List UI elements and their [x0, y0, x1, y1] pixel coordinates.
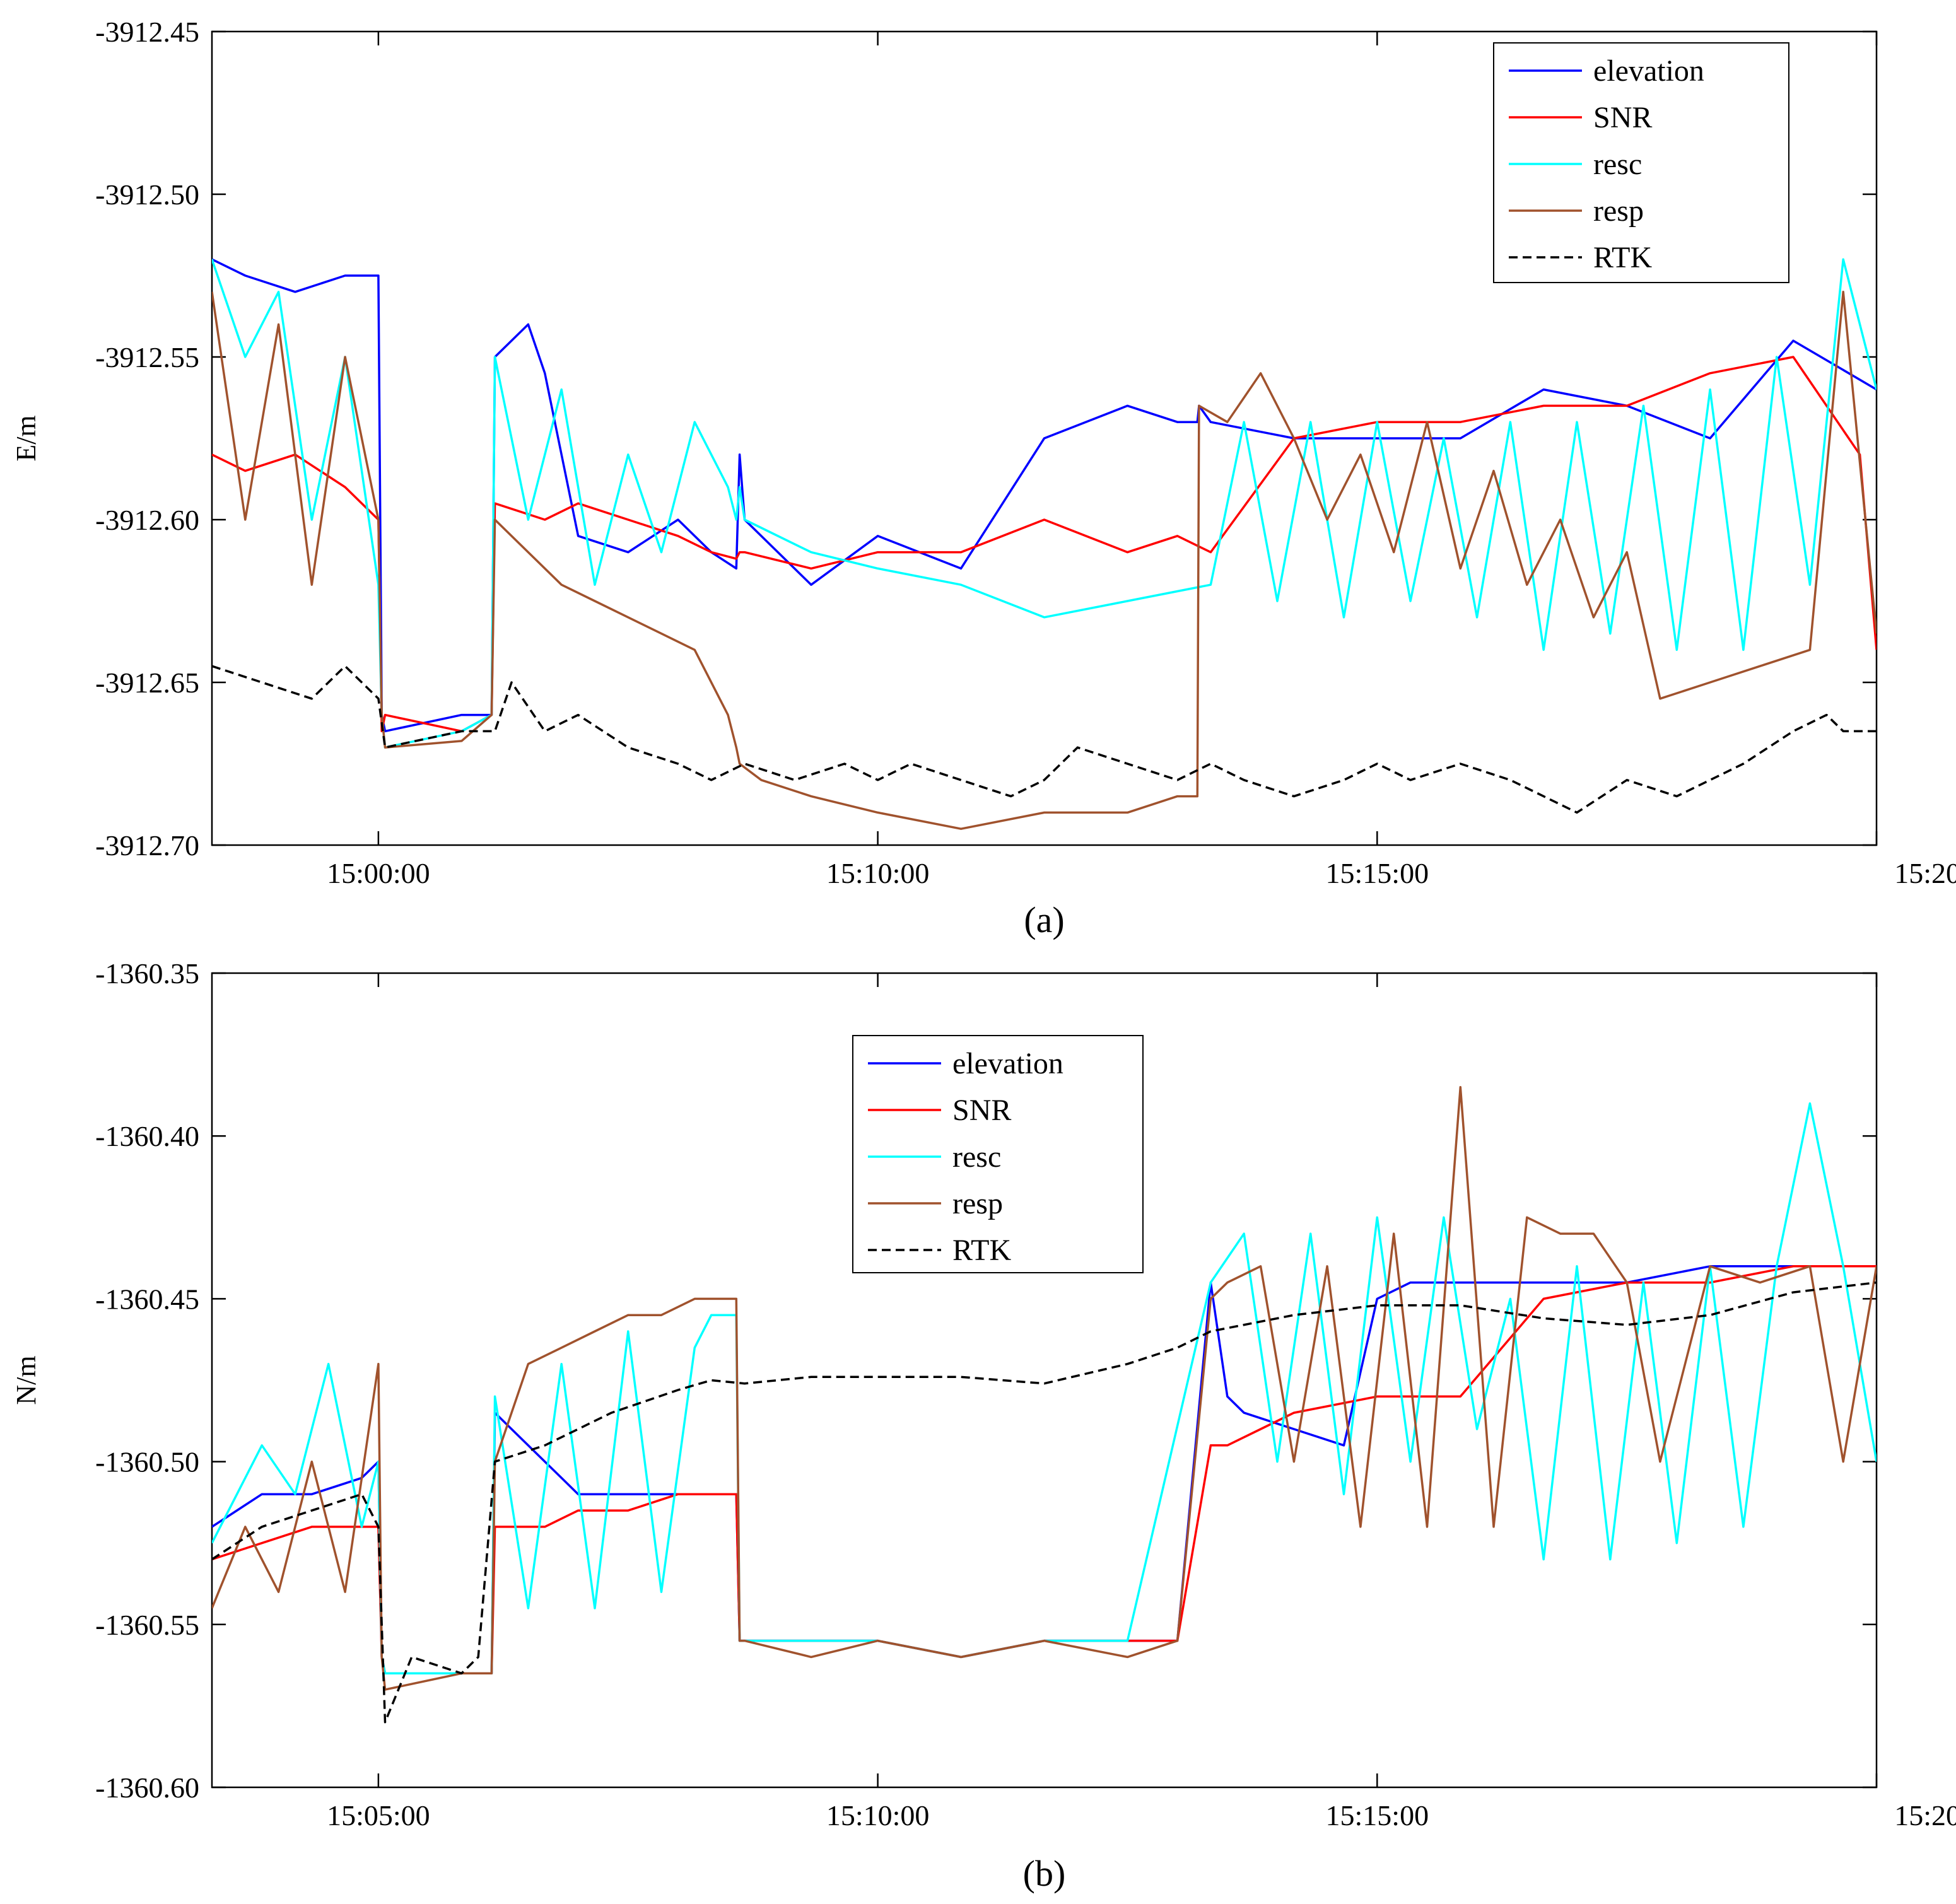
x-tick-label: 15:10:00	[826, 857, 930, 889]
x-tick-label: 15:05:00	[327, 1799, 430, 1831]
legend: elevation SNR resc resp RTK	[1493, 42, 1789, 283]
y-tick-label: -3912.70	[95, 829, 199, 861]
legend-label-elevation: elevation	[1593, 54, 1704, 88]
y-tick-label: -1360.40	[95, 1120, 199, 1152]
panel-caption: (a)	[1024, 899, 1064, 940]
legend-box	[1493, 42, 1789, 283]
y-tick-label: -1360.50	[95, 1446, 199, 1478]
legend-label-rtk: RTK	[952, 1234, 1011, 1267]
x-tick-label: 15:15:00	[1326, 1799, 1429, 1831]
legend-label-rtk: RTK	[1593, 241, 1652, 274]
series-group	[212, 258, 1877, 830]
legend-label-resp: resp	[1593, 194, 1644, 228]
series-line-resp	[212, 291, 1877, 830]
x-tick-label: 15:10:00	[826, 1799, 930, 1831]
series-line-resp	[212, 1085, 1877, 1691]
series-line-rtk	[212, 1281, 1877, 1724]
y-tick-label: -3912.60	[95, 504, 199, 536]
panel-caption: (b)	[1023, 1853, 1066, 1894]
legend-label-snr: SNR	[1593, 101, 1652, 134]
series-line-elevation	[212, 258, 1877, 733]
legend-label-resp: resp	[952, 1187, 1003, 1220]
y-tick-label: -1360.45	[95, 1283, 199, 1315]
series-line-rtk	[212, 665, 1877, 814]
x-tick-label: 15:20:00	[1894, 1799, 1956, 1831]
x-tick-label: 15:15:00	[1326, 857, 1429, 889]
panel-a: -3912.45 -3912.50 -3912.55 -3912.60 -3912.65…	[11, 16, 1956, 940]
legend-label-elevation: elevation	[952, 1047, 1063, 1080]
y-tick-label: -3912.50	[95, 178, 199, 211]
series-group	[212, 1085, 1877, 1724]
y-axis-label: N/m	[11, 1355, 42, 1405]
y-tick-label: -1360.60	[95, 1772, 199, 1804]
legend-box	[852, 1035, 1144, 1273]
y-tick-label: -3912.55	[95, 341, 199, 373]
legend: elevation SNR resc resp RTK	[852, 1035, 1144, 1273]
y-tick-label: -1360.55	[95, 1609, 199, 1641]
y-tick-label: -3912.65	[95, 667, 199, 699]
y-tick-label: -3912.45	[95, 16, 199, 48]
x-tick-label: 15:20:00	[1894, 857, 1956, 889]
legend-label-snr: SNR	[952, 1094, 1011, 1127]
legend-label-resc: resc	[952, 1140, 1001, 1174]
y-tick-label: -1360.35	[95, 957, 199, 990]
legend-label-resc: resc	[1593, 148, 1642, 181]
x-tick-label: 15:00:00	[327, 857, 430, 889]
y-axis-label: E/m	[11, 415, 42, 461]
panel-b: -1360.35 -1360.40 -1360.45 -1360.50 -1360.55…	[11, 957, 1956, 1894]
